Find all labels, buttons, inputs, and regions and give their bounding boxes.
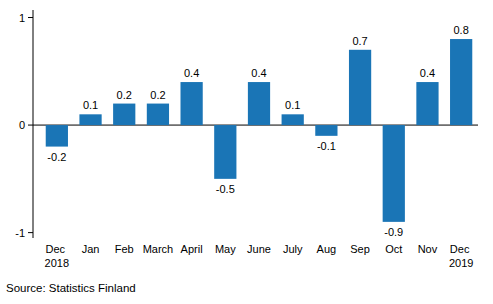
- y-axis-line: [33, 10, 34, 238]
- data-label: -0.2: [47, 151, 66, 163]
- x-tick-label-line: 2019: [449, 257, 473, 269]
- data-label: -0.5: [216, 183, 235, 195]
- data-label: -0.1: [317, 140, 336, 152]
- x-tick-label-line: Nov: [418, 243, 438, 255]
- x-tick-label: Feb: [115, 243, 134, 255]
- y-tick: [28, 125, 33, 126]
- x-tick-label-line: Dec: [450, 243, 473, 255]
- x-tick-label: June: [247, 243, 271, 255]
- x-tick-label: Dec 2019: [449, 243, 473, 269]
- data-label: 0.4: [420, 67, 435, 79]
- bar: [248, 82, 270, 125]
- data-label: 0.4: [184, 67, 199, 79]
- bar: [147, 104, 169, 126]
- bar: [450, 39, 472, 125]
- x-tick-label: April: [181, 243, 203, 255]
- x-tick-label: July: [283, 243, 303, 255]
- x-tick-label-line: Oct: [385, 243, 402, 255]
- bar: [349, 50, 371, 125]
- x-tick-label: March: [143, 243, 174, 255]
- x-tick-label: Aug: [317, 243, 337, 255]
- x-tick-label-line: July: [283, 243, 303, 255]
- data-label: 0.8: [454, 24, 469, 36]
- data-label: 0.2: [150, 89, 165, 101]
- data-label: -0.9: [384, 226, 403, 238]
- y-tick-label: 1: [19, 12, 25, 24]
- x-tick-label: Jan: [82, 243, 100, 255]
- bar: [282, 114, 304, 125]
- x-tick-label-line: March: [143, 243, 174, 255]
- bar: [315, 125, 337, 136]
- x-tick-label: Oct: [385, 243, 402, 255]
- bar: [113, 104, 135, 126]
- bar: [180, 82, 202, 125]
- y-tick-label: 0: [19, 119, 25, 131]
- data-label: 0.2: [117, 89, 132, 101]
- bar: [416, 82, 438, 125]
- bar: [79, 114, 101, 125]
- x-tick-label-line: April: [181, 243, 203, 255]
- x-tick-label: Dec 2018: [45, 243, 69, 269]
- bar: [214, 125, 236, 179]
- x-tick-label-line: Feb: [115, 243, 134, 255]
- data-label: 0.4: [251, 67, 266, 79]
- y-tick: [28, 17, 33, 18]
- bar: [383, 125, 405, 222]
- x-tick-label-line: Jan: [82, 243, 100, 255]
- data-label: 0.1: [285, 99, 300, 111]
- chart: -1 0 1 -0.2 0.1 0.2 0.2 0.4 -0.5 0.4 0.1 -0.1 0.7 -0.…: [0, 0, 493, 304]
- x-tick-label-line: Sep: [350, 243, 370, 255]
- data-label: 0.7: [352, 35, 367, 47]
- x-tick-label-line: Dec: [46, 243, 69, 255]
- bars: [46, 39, 473, 222]
- x-tick-label: Sep: [350, 243, 370, 255]
- data-label: 0.1: [83, 99, 98, 111]
- bar: [46, 125, 68, 147]
- y-tick: [28, 232, 33, 233]
- x-tick-label: May: [215, 243, 236, 255]
- x-tick-label-line: June: [247, 243, 271, 255]
- x-tick-label-line: May: [215, 243, 236, 255]
- x-tick-label: Nov: [418, 243, 438, 255]
- y-tick-label: -1: [15, 227, 25, 239]
- source: Source: Statistics Finland: [6, 282, 136, 294]
- x-tick-label-line: 2018: [45, 257, 69, 269]
- x-tick-label-line: Aug: [317, 243, 337, 255]
